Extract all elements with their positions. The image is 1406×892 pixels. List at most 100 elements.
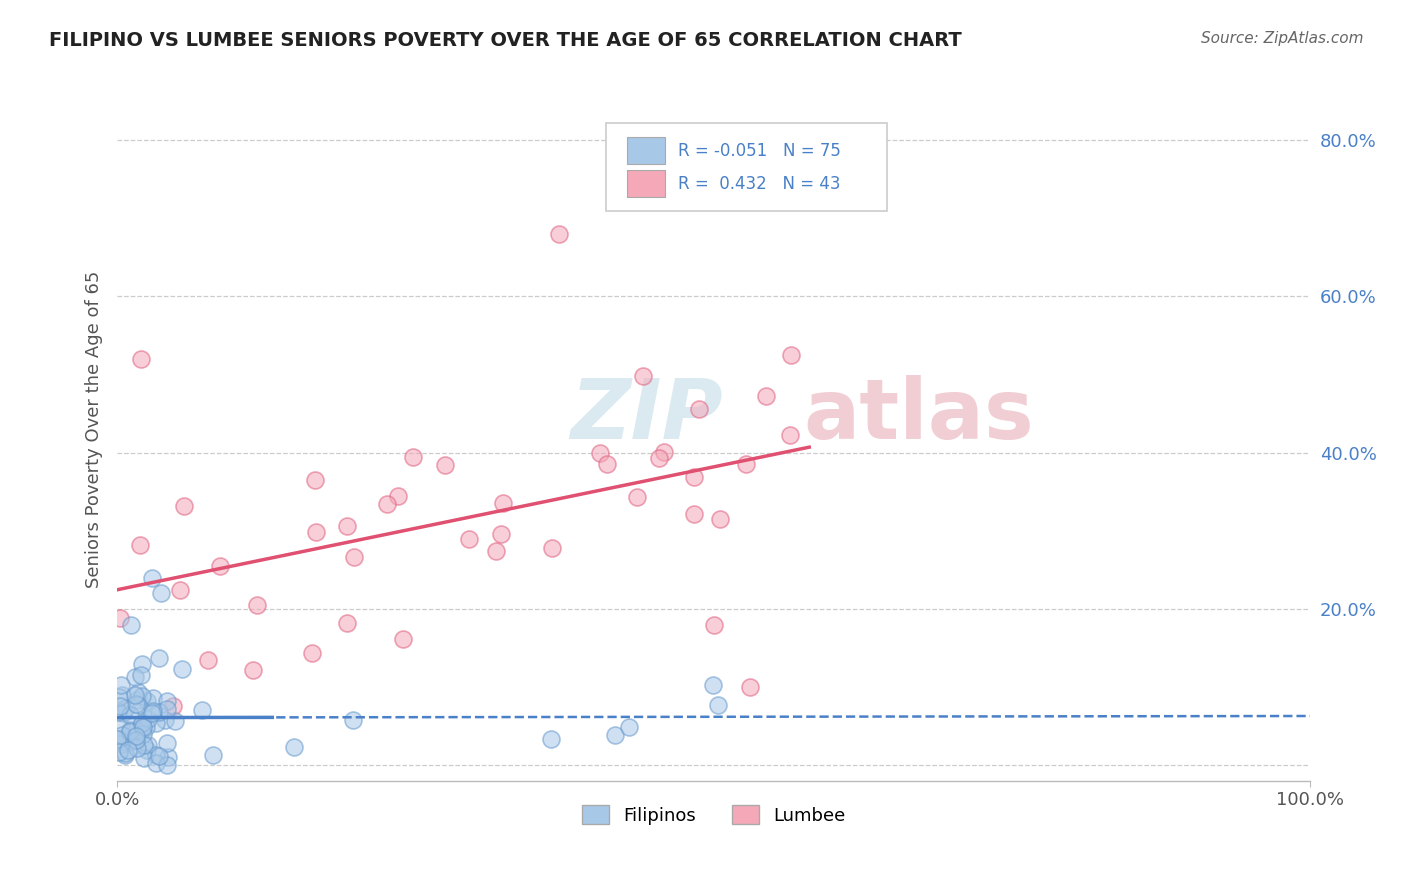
Point: [738, 680, 761, 694]
Point: [120, 723, 142, 738]
Point: [148, 748, 170, 763]
Point: [120, 735, 142, 749]
Point: [163, 714, 186, 729]
Point: [458, 532, 481, 546]
Point: [111, 728, 134, 742]
Point: [136, 738, 159, 752]
Point: [162, 698, 184, 713]
Point: [127, 692, 149, 706]
Text: atlas: atlas: [803, 375, 1033, 456]
Point: [779, 427, 801, 442]
Point: [120, 708, 142, 723]
Bar: [627, 170, 665, 197]
Point: [173, 499, 195, 513]
Point: [112, 734, 135, 748]
Point: [125, 698, 148, 712]
Point: [336, 616, 359, 631]
Point: [387, 489, 409, 503]
Point: [118, 725, 141, 739]
Point: [617, 720, 640, 734]
Point: [124, 729, 146, 743]
Point: [115, 701, 138, 715]
Point: [129, 668, 152, 682]
Point: [547, 227, 569, 241]
Point: [343, 549, 366, 564]
Point: [132, 727, 155, 741]
Point: [124, 670, 146, 684]
Point: [111, 737, 134, 751]
Point: [111, 706, 134, 720]
Point: [648, 450, 671, 465]
Point: [111, 688, 134, 702]
Point: [375, 497, 398, 511]
Point: [117, 743, 139, 757]
Point: [131, 657, 153, 671]
Point: [114, 746, 136, 760]
Point: [127, 698, 149, 713]
Point: [142, 704, 165, 718]
Point: [132, 738, 155, 752]
Point: [304, 524, 326, 539]
Point: [197, 653, 219, 667]
Point: [682, 507, 704, 521]
Point: [595, 457, 617, 471]
Point: [156, 694, 179, 708]
Text: ZIP: ZIP: [571, 375, 723, 456]
Point: [702, 678, 724, 692]
Point: [131, 689, 153, 703]
Point: [633, 368, 655, 383]
Point: [153, 714, 176, 728]
Point: [156, 757, 179, 772]
Point: [132, 751, 155, 765]
Point: [485, 543, 508, 558]
Legend: Filipinos, Lumbee: Filipinos, Lumbee: [582, 805, 846, 825]
Point: [492, 496, 515, 510]
Point: [107, 705, 129, 719]
Point: [145, 756, 167, 770]
Point: [246, 598, 269, 612]
Point: [125, 733, 148, 747]
Point: [541, 541, 564, 556]
Point: [191, 703, 214, 717]
Point: [283, 739, 305, 754]
Point: [108, 690, 131, 705]
Text: FILIPINO VS LUMBEE SENIORS POVERTY OVER THE AGE OF 65 CORRELATION CHART: FILIPINO VS LUMBEE SENIORS POVERTY OVER …: [49, 31, 962, 50]
Point: [142, 690, 165, 705]
Point: [336, 519, 359, 533]
Point: [169, 582, 191, 597]
Point: [148, 651, 170, 665]
Point: [652, 445, 675, 459]
Point: [208, 558, 231, 573]
Point: [703, 617, 725, 632]
Point: [120, 723, 142, 737]
Point: [170, 662, 193, 676]
Point: [434, 458, 457, 472]
Point: [108, 699, 131, 714]
Point: [131, 715, 153, 730]
Point: [242, 663, 264, 677]
Point: [129, 718, 152, 732]
Point: [138, 712, 160, 726]
Point: [342, 714, 364, 728]
Point: [706, 698, 728, 712]
Point: [589, 446, 612, 460]
Point: [110, 720, 132, 734]
Point: [683, 470, 706, 484]
Point: [108, 611, 131, 625]
Point: [127, 685, 149, 699]
Point: [145, 715, 167, 730]
FancyBboxPatch shape: [606, 123, 887, 211]
Point: [120, 617, 142, 632]
Bar: [627, 137, 665, 164]
Point: [735, 457, 758, 471]
Point: [105, 732, 128, 747]
Point: [755, 389, 778, 403]
Point: [131, 723, 153, 738]
Text: Source: ZipAtlas.com: Source: ZipAtlas.com: [1201, 31, 1364, 46]
Point: [301, 646, 323, 660]
Point: [156, 702, 179, 716]
Point: [125, 741, 148, 756]
Point: [129, 351, 152, 366]
Point: [141, 706, 163, 720]
Text: R = -0.051   N = 75: R = -0.051 N = 75: [678, 142, 841, 160]
